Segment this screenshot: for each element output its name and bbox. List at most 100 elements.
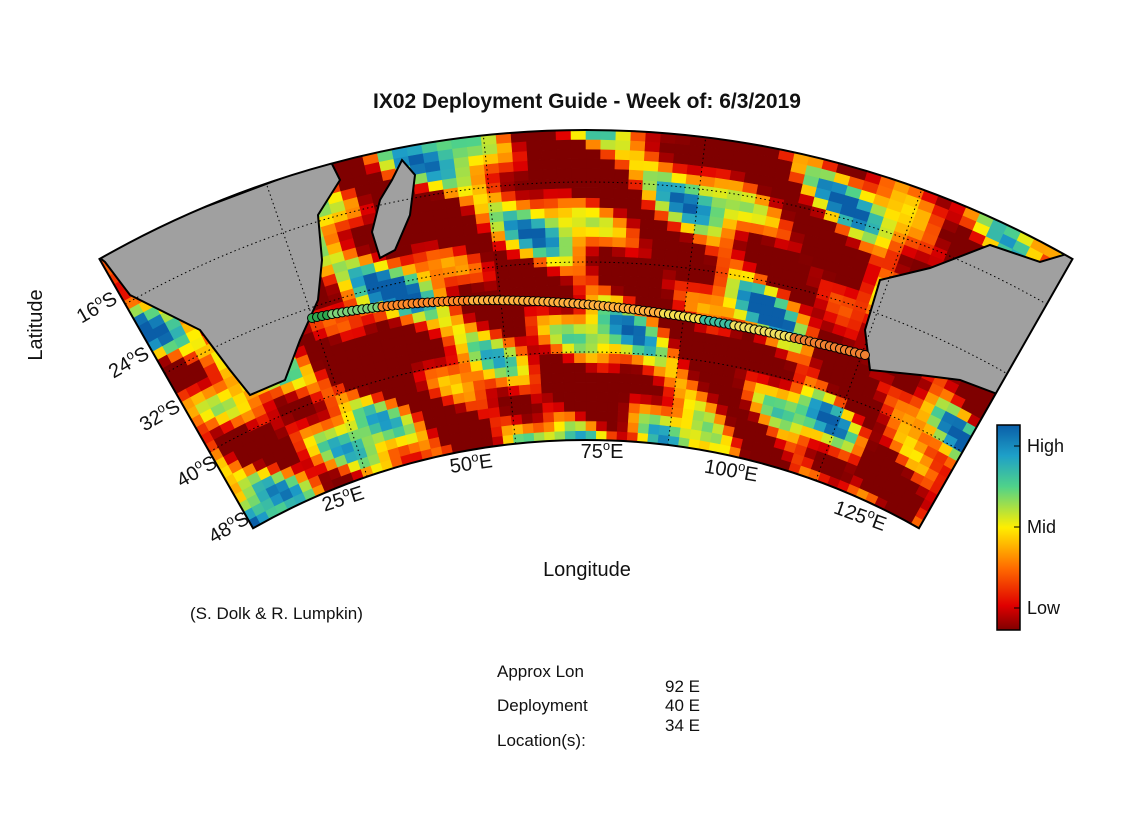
heat-cell	[613, 188, 629, 199]
heat-cell	[476, 221, 492, 234]
heat-cell	[505, 238, 521, 251]
heat-cell	[611, 246, 627, 258]
heat-cell	[636, 266, 652, 279]
heat-cell	[636, 441, 648, 454]
heat-cell	[563, 401, 576, 412]
heat-cell	[539, 363, 553, 375]
heat-cell	[624, 246, 640, 258]
heat-cell	[596, 410, 608, 422]
heat-cell	[599, 187, 615, 199]
heat-cell	[643, 160, 660, 172]
heat-cell	[599, 197, 615, 209]
heat-cell	[527, 159, 544, 171]
heat-cell	[656, 180, 672, 193]
heat-cell	[487, 201, 504, 213]
heat-cell	[574, 352, 587, 364]
heat-cell	[585, 401, 598, 412]
heat-cell	[540, 382, 554, 394]
heat-cell	[585, 265, 600, 276]
heat-cell	[648, 423, 661, 435]
heat-cell	[556, 158, 572, 170]
heat-cell	[617, 401, 630, 413]
heat-cell	[571, 216, 587, 228]
heat-cell	[681, 407, 695, 420]
heat-cell	[665, 356, 680, 369]
heat-cell	[533, 266, 548, 278]
heat-cell	[475, 398, 489, 411]
heat-cell	[630, 363, 644, 375]
heat-cell	[625, 237, 640, 249]
heat-cell	[514, 335, 528, 347]
heat-cell	[544, 207, 559, 219]
heat-cell	[495, 376, 509, 388]
heat-cell	[599, 207, 615, 218]
heat-cell	[599, 216, 614, 228]
heat-cell	[614, 149, 631, 161]
heat-cell	[631, 354, 645, 366]
heat-cell	[553, 401, 565, 413]
heat-cell	[555, 130, 572, 131]
heat-cell	[517, 218, 533, 230]
heat-cell	[610, 275, 625, 287]
heat-cell	[501, 326, 515, 339]
heat-cell	[666, 220, 683, 233]
heat-cell	[585, 236, 600, 247]
heat-cell	[653, 219, 669, 231]
tick-number: 100	[703, 456, 740, 483]
heat-cell	[600, 130, 617, 131]
heat-cell	[618, 392, 631, 404]
heat-cell	[596, 372, 609, 383]
heat-cell	[628, 159, 645, 171]
heat-cell	[675, 270, 690, 282]
heat-cell	[585, 391, 598, 402]
heat-cell	[629, 149, 646, 161]
heat-cell	[503, 346, 517, 358]
heat-cell	[624, 256, 639, 268]
heat-cell	[497, 151, 514, 164]
heat-cell	[483, 279, 498, 292]
heat-cell	[585, 130, 602, 140]
heat-cell	[528, 363, 542, 375]
heat-cell	[656, 336, 670, 348]
heat-cell	[668, 201, 685, 213]
heat-cell	[541, 149, 558, 161]
heat-cell	[1020, 343, 1039, 360]
graticule	[124, 135, 1048, 481]
heat-cell	[559, 265, 574, 277]
heat-cell	[512, 160, 529, 172]
heat-cell	[667, 210, 684, 223]
heat-cell	[534, 275, 549, 287]
heat-cell	[570, 139, 587, 150]
heat-cell	[522, 422, 535, 434]
heat-cell	[612, 217, 628, 229]
heat-cell	[615, 139, 632, 151]
heat-cell	[516, 354, 530, 367]
heat-cell	[607, 391, 620, 403]
heat-cell	[502, 209, 518, 222]
heat-cell	[543, 421, 556, 433]
heat-cell	[529, 188, 545, 200]
heat-cell	[480, 427, 493, 439]
heat-cell	[672, 396, 686, 409]
heat-cell	[638, 247, 653, 259]
heat-cell	[663, 259, 678, 271]
heat-cell	[571, 187, 587, 199]
heat-cell	[649, 413, 662, 426]
heat-cell	[626, 217, 642, 229]
colorbar-label: High	[1027, 436, 1064, 456]
heat-cell	[674, 377, 688, 390]
y-axis-label: Latitude	[25, 289, 47, 360]
heat-cell	[500, 180, 516, 193]
heat-cell	[651, 384, 665, 397]
heat-cell	[477, 329, 492, 342]
heat-cell	[489, 416, 502, 428]
heat-cell	[570, 130, 587, 140]
heat-cell	[655, 346, 669, 358]
tick-degree: o	[737, 458, 747, 474]
heat-cell	[639, 393, 653, 405]
heat-cell	[485, 387, 499, 399]
heat-cell	[528, 178, 544, 191]
heat-cell	[540, 130, 557, 132]
heat-cell	[635, 286, 650, 298]
